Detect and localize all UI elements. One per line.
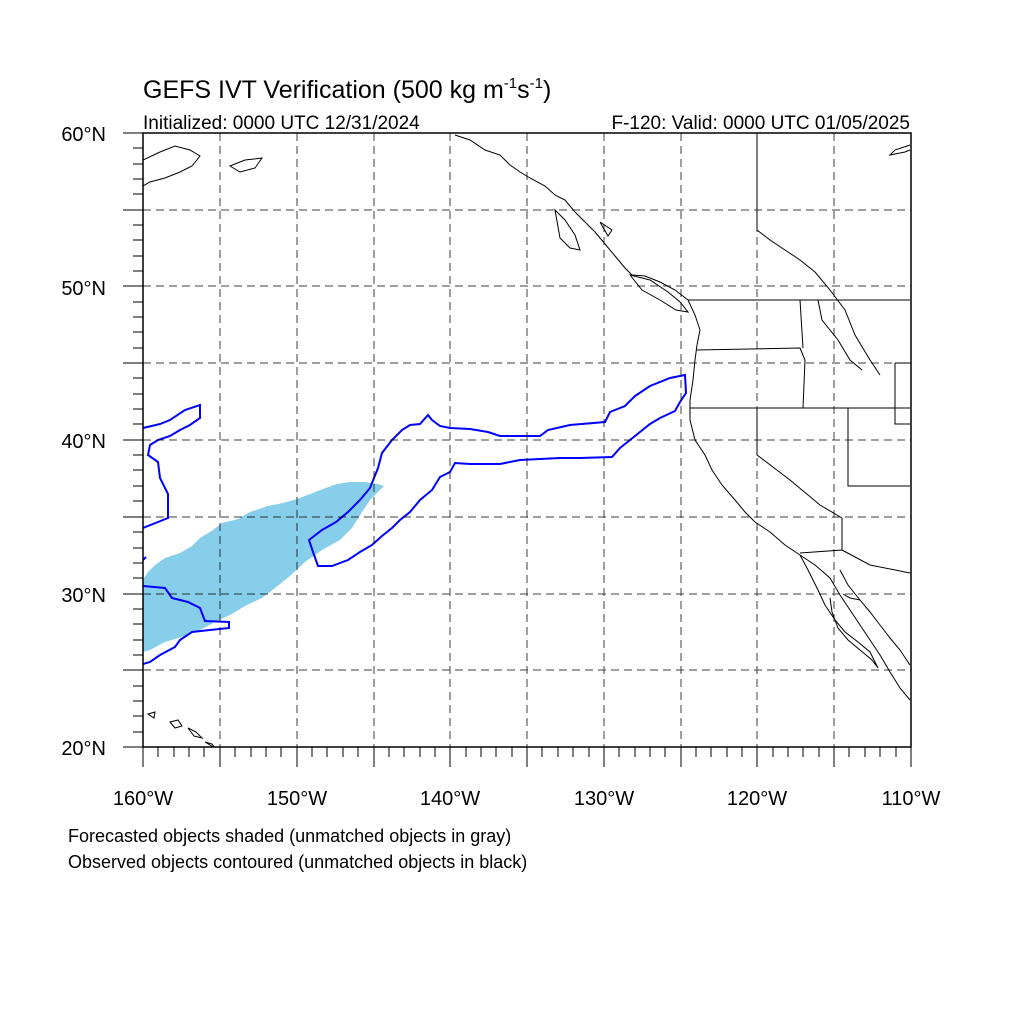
lat-label-40: 40°N bbox=[61, 431, 106, 453]
lon-label-110: 110°W bbox=[882, 788, 941, 810]
forecast-object-shaded bbox=[143, 482, 384, 652]
init-time-label: Initialized: 0000 UTC 12/31/2024 bbox=[143, 113, 420, 134]
left-ticks bbox=[123, 132, 143, 748]
graticule bbox=[143, 133, 911, 747]
lat-label-60: 60°N bbox=[61, 124, 106, 146]
lon-label-120: 120°W bbox=[727, 788, 787, 810]
lon-label-130: 130°W bbox=[574, 788, 634, 810]
observed-legend-note: Observed objects contoured (unmatched ob… bbox=[68, 852, 527, 872]
observed-object-main bbox=[143, 373, 688, 665]
bottom-ticks bbox=[142, 747, 912, 767]
lon-label-140: 140°W bbox=[420, 788, 480, 810]
valid-time-label: F-120: Valid: 0000 UTC 01/05/2025 bbox=[611, 113, 910, 134]
lat-label-20: 20°N bbox=[61, 738, 106, 760]
lon-label-160: 160°W bbox=[113, 788, 173, 810]
lon-labels: 160°W 150°W 140°W 130°W 120°W 110°W bbox=[113, 788, 941, 810]
lat-labels: 60°N 50°N 40°N 30°N 20°N bbox=[61, 124, 106, 760]
coastlines bbox=[143, 133, 911, 747]
lat-label-30: 30°N bbox=[61, 585, 106, 607]
lon-label-150: 150°W bbox=[267, 788, 327, 810]
map-panel: 60°N 50°N 40°N 30°N 20°N 160°W 150°W 140… bbox=[61, 124, 940, 810]
map-title: GEFS IVT Verification (500 kg m-1s-1) bbox=[143, 75, 551, 104]
forecast-legend-note: Forecasted objects shaded (unmatched obj… bbox=[68, 826, 511, 846]
lat-label-50: 50°N bbox=[61, 278, 106, 300]
observed-object-northwest bbox=[143, 403, 201, 529]
